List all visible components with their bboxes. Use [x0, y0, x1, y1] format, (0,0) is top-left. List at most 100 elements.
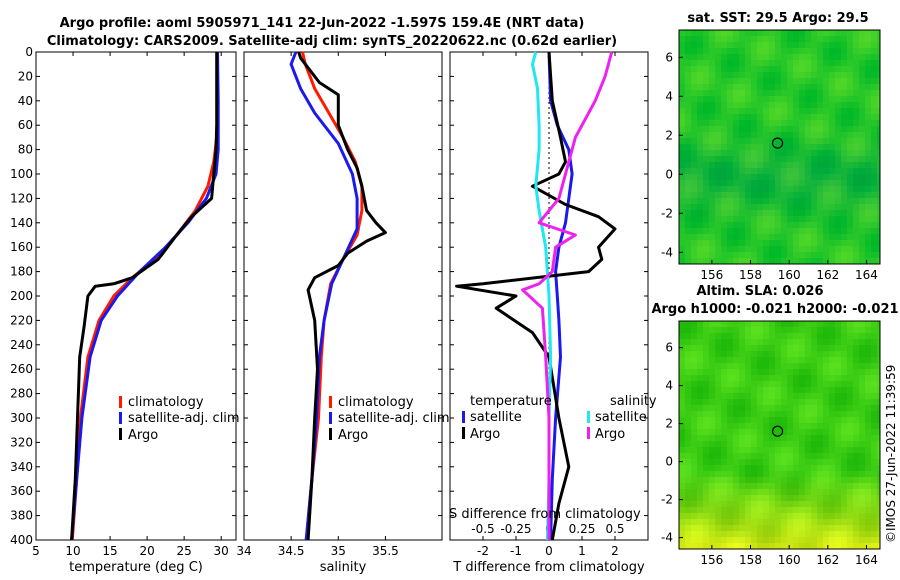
map-cell: [739, 447, 745, 453]
map-cell: [847, 459, 853, 465]
map-cell: [877, 30, 880, 36]
map-cell: [829, 453, 835, 459]
map-cell: [709, 369, 715, 375]
map-cell: [709, 60, 715, 66]
map-cell: [703, 150, 709, 156]
map-cell: [817, 192, 823, 198]
map-cell: [835, 102, 841, 108]
map-cell: [703, 519, 709, 525]
map-cell: [793, 351, 799, 357]
map-cell: [853, 519, 859, 525]
map-cell: [829, 489, 835, 495]
map-cell: [793, 84, 799, 90]
map-cell: [721, 507, 727, 513]
map-cell: [745, 192, 751, 198]
map-cell: [811, 321, 817, 327]
map-cell: [805, 204, 811, 210]
map-cell: [841, 351, 847, 357]
map-cell: [835, 216, 841, 222]
map-cell: [847, 501, 853, 507]
map-cell: [781, 36, 787, 42]
map-cell: [847, 42, 853, 48]
map-cell: [733, 489, 739, 495]
map-cell: [793, 327, 799, 333]
map-cell: [859, 30, 865, 36]
map-cell: [685, 381, 691, 387]
map-cell: [847, 234, 853, 240]
map-cell: [721, 150, 727, 156]
map-cell: [877, 501, 880, 507]
map-cell: [685, 120, 691, 126]
map-cell: [715, 411, 721, 417]
map-cell: [715, 417, 721, 423]
map-cell: [823, 393, 829, 399]
map-cell: [793, 429, 799, 435]
map-cell: [751, 321, 757, 327]
map-cell: [745, 246, 751, 252]
map-cell: [847, 543, 853, 549]
map-cell: [751, 132, 757, 138]
map-cell: [865, 102, 871, 108]
map-cell: [817, 84, 823, 90]
map-cell: [841, 144, 847, 150]
map-cell: [853, 126, 859, 132]
map-cell: [691, 435, 697, 441]
map-cell: [811, 501, 817, 507]
map-cell: [871, 162, 877, 168]
map-cell: [691, 252, 697, 258]
map-cell: [799, 387, 805, 393]
map-cell: [709, 198, 715, 204]
map-cell: [847, 144, 853, 150]
map-cell: [745, 168, 751, 174]
map-cell: [751, 192, 757, 198]
map-cell: [691, 216, 697, 222]
map-cell: [745, 204, 751, 210]
map-cell: [697, 156, 703, 162]
map-cell: [685, 501, 691, 507]
map-cell: [739, 459, 745, 465]
map-cell: [703, 240, 709, 246]
map-cell: [805, 375, 811, 381]
x-tick-label: 1: [578, 544, 586, 558]
map-cell: [739, 519, 745, 525]
map-cell: [709, 489, 715, 495]
map-cell: [727, 66, 733, 72]
map-cell: [751, 405, 757, 411]
map-cell: [853, 435, 859, 441]
map-cell: [871, 495, 877, 501]
map-cell: [679, 333, 685, 339]
map-cell: [685, 54, 691, 60]
map-cell: [745, 363, 751, 369]
map-cell: [847, 72, 853, 78]
map-cell: [877, 387, 880, 393]
map-cell: [733, 471, 739, 477]
map-cell: [685, 234, 691, 240]
map-cell: [865, 132, 871, 138]
s-diff-tick-label: -0.5: [471, 522, 494, 536]
map-cell: [829, 495, 835, 501]
map-cell: [733, 375, 739, 381]
map-cell: [823, 222, 829, 228]
map-cell: [757, 240, 763, 246]
map-cell: [769, 441, 775, 447]
map-cell: [787, 246, 793, 252]
map-cell: [697, 228, 703, 234]
map-cell: [715, 513, 721, 519]
map-cell: [811, 507, 817, 513]
map-cell: [691, 399, 697, 405]
map-cell: [757, 42, 763, 48]
map-cell: [703, 483, 709, 489]
map-cell: [757, 150, 763, 156]
map-cell: [877, 132, 880, 138]
map-cell: [823, 345, 829, 351]
map-cell: [721, 489, 727, 495]
map-cell: [781, 339, 787, 345]
y-tick-label: 140: [10, 216, 33, 230]
map-cell: [745, 345, 751, 351]
map-cell: [787, 357, 793, 363]
map-cell: [679, 60, 685, 66]
map-cell: [829, 162, 835, 168]
map-cell: [691, 54, 697, 60]
map-cell: [703, 210, 709, 216]
